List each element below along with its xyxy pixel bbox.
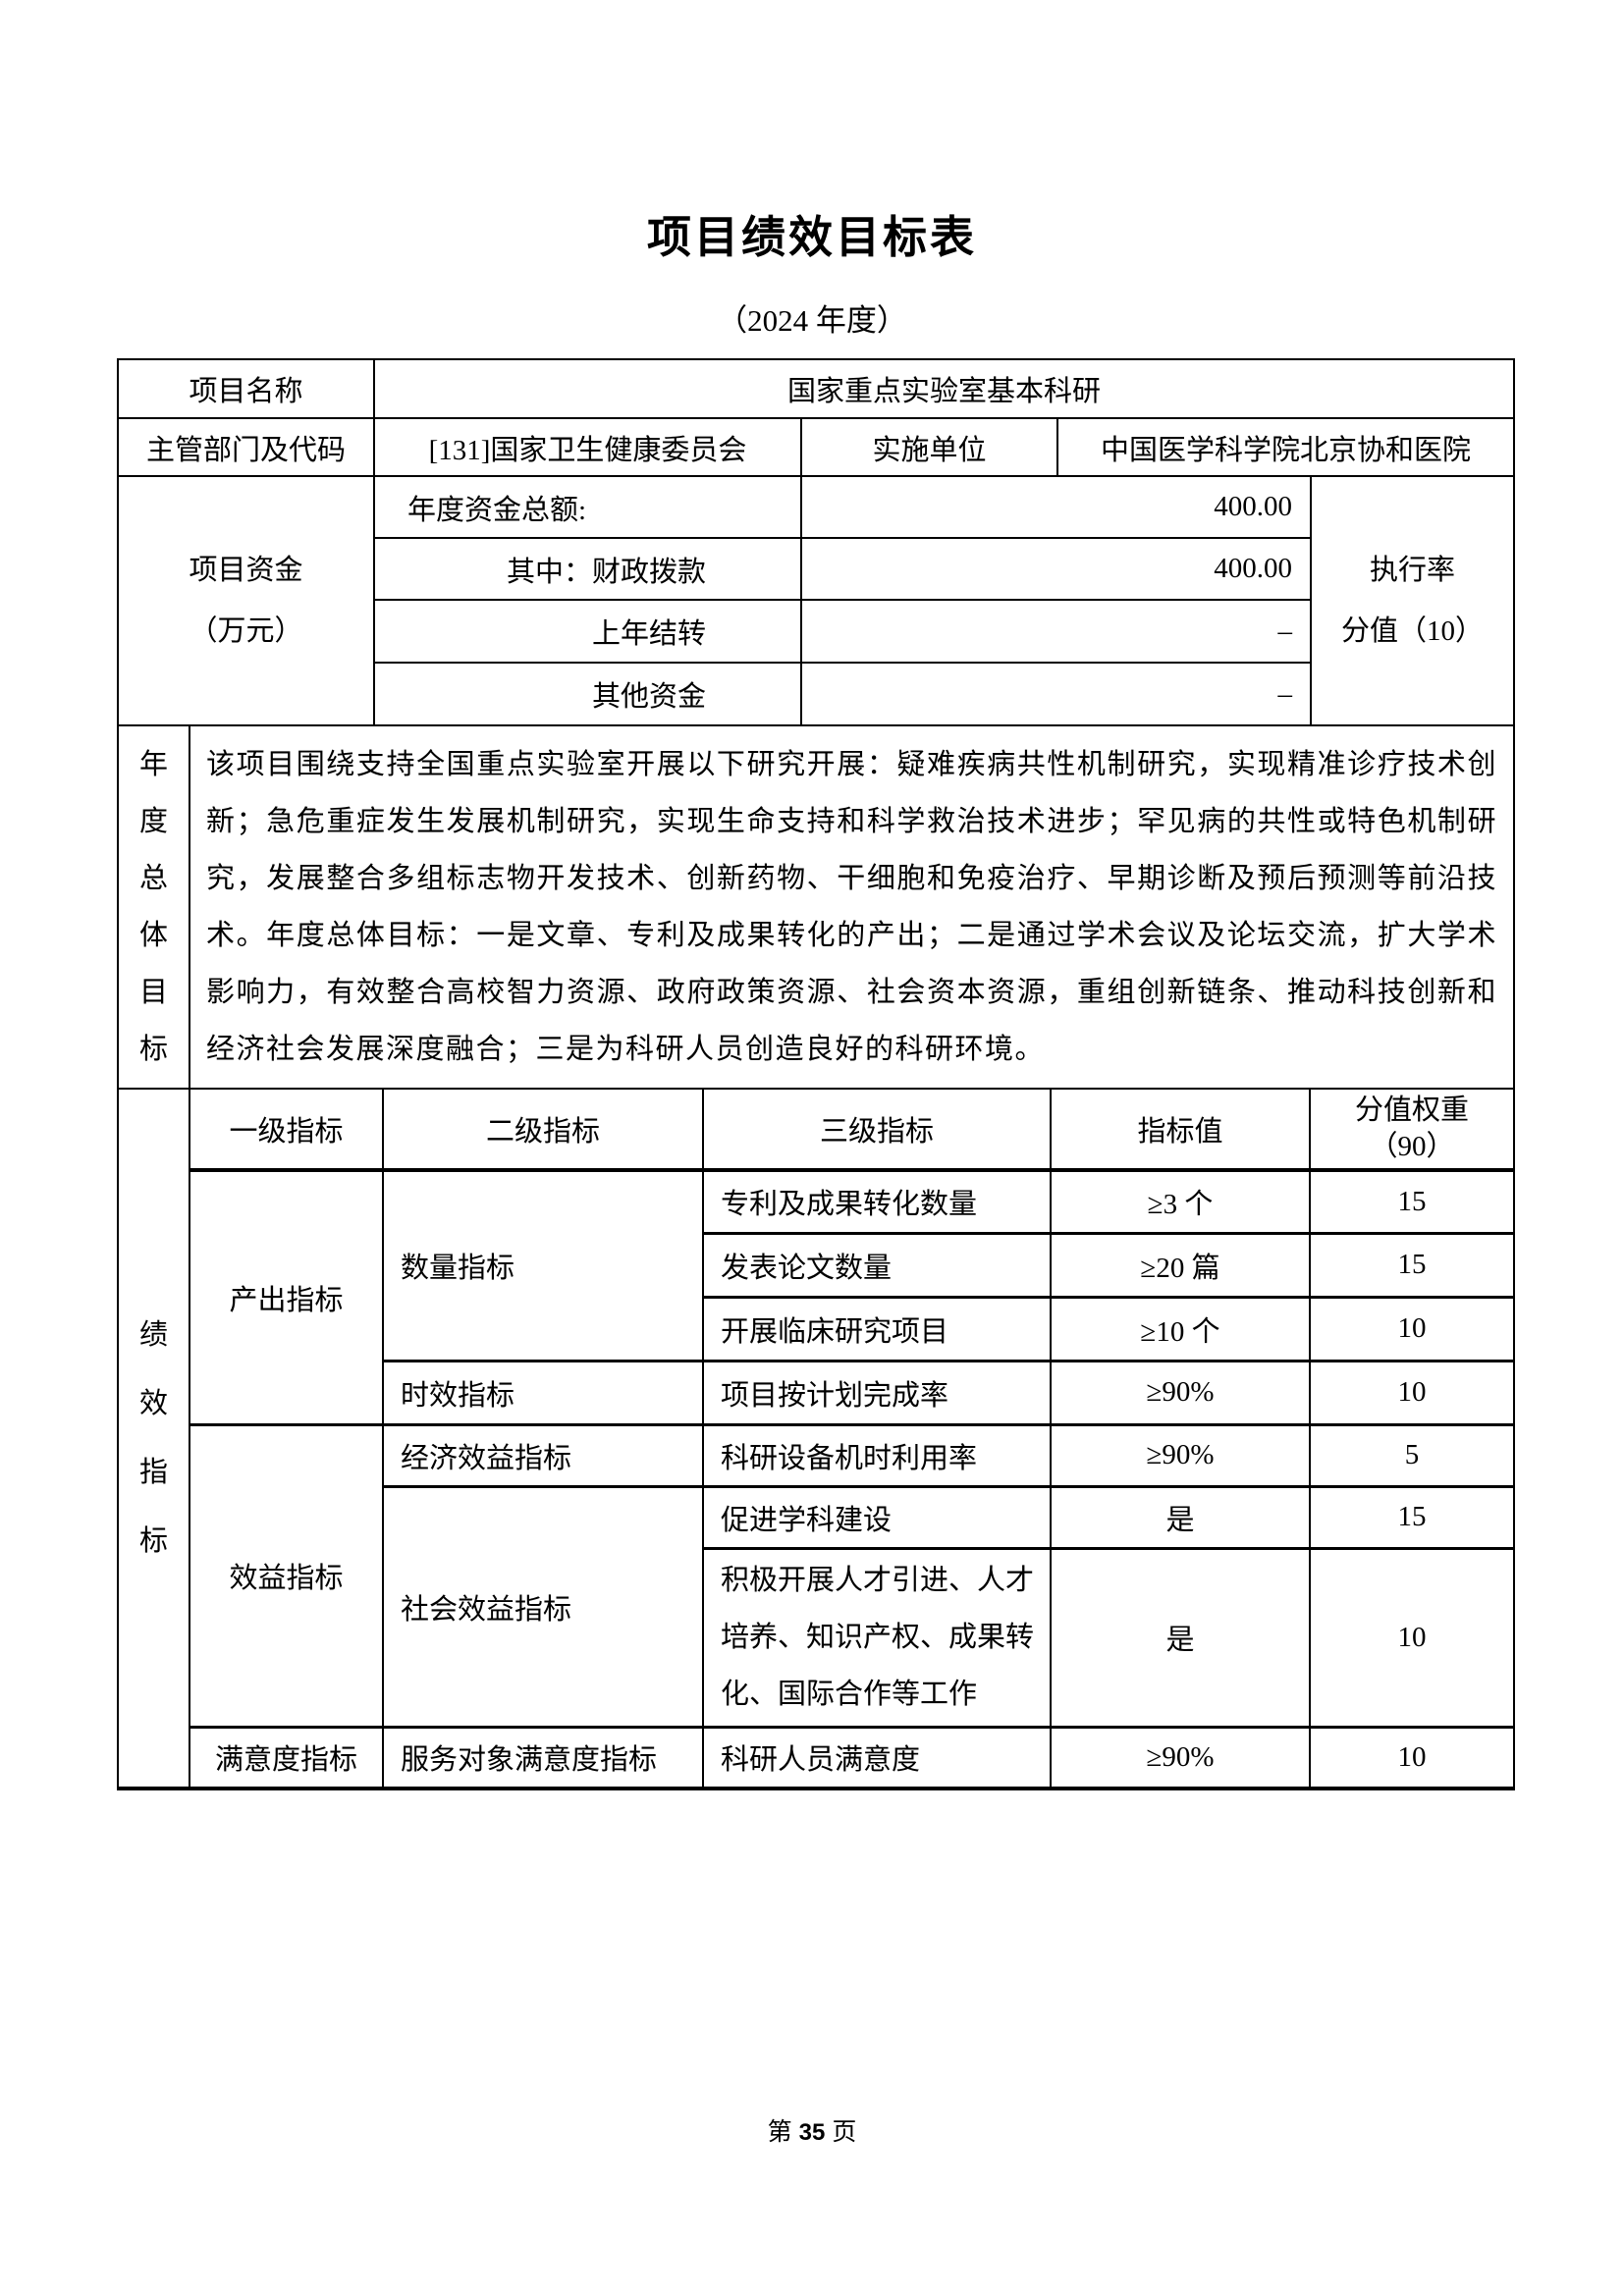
fund-appropriation-label: 其中：财政拨款 [373, 537, 802, 601]
indicator-value: ≥20 篇 [1050, 1231, 1311, 1299]
funds-label-line2: （万元） [189, 615, 303, 647]
department-value: [131]国家卫生健康委员会 [373, 417, 802, 477]
indicator-value: 是 [1050, 1484, 1311, 1550]
header-level3: 三级指标 [702, 1088, 1052, 1172]
indicator-row: 时效指标 项目按计划完成率 ≥90% 10 [118, 1359, 1515, 1426]
indicator-score: 15 [1309, 1168, 1515, 1235]
fund-appropriation-value: 400.00 [800, 537, 1312, 601]
fund-total-label: 年度资金总额: [373, 475, 802, 539]
indicator-name: 科研设备机时利用率 [702, 1422, 1052, 1488]
indicator-score: 15 [1309, 1231, 1515, 1299]
annual-goal-label-text: 年度总体目标 [138, 749, 168, 1065]
page-number: 35 [798, 2119, 826, 2146]
indicator-row: 积极开展人才引进、人才培养、知识产权、成果转化、国际合作等工作 是 10 [118, 1546, 1515, 1729]
indicator-row: 社会效益指标 促进学科建设 是 15 [118, 1484, 1515, 1729]
indicators-header-row: 绩效指标 一级指标 二级指标 三级指标 指标值 分值权重 （90） [117, 1088, 1515, 1790]
header-level1: 一级指标 [189, 1088, 384, 1172]
fund-other-label: 其他资金 [373, 662, 802, 726]
indicator-score: 10 [1309, 1359, 1515, 1426]
fund-carryover-value: – [800, 599, 1312, 664]
fund-row-appropriation: 其中：财政拨款 400.00 [118, 537, 1514, 601]
annual-goal-table: 年度总体目标 该项目围绕支持全国重点实验室开展以下研究开展：疑难疾病共性机制研究… [117, 724, 1515, 1090]
indicator-value: ≥90% [1050, 1725, 1311, 1790]
level2-quantity: 数量指标 [382, 1168, 704, 1362]
indicator-row: 效益指标 经济效益指标 科研设备机时利用率 ≥90% 5 [118, 1422, 1515, 1729]
fund-other-value: – [800, 662, 1312, 726]
fund-carryover-label: 上年结转 [373, 599, 802, 664]
header-score: 分值权重 （90） [1309, 1088, 1515, 1172]
annual-goal-row: 年度总体目标 该项目围绕支持全国重点实验室开展以下研究开展：疑难疾病共性机制研究… [117, 724, 1515, 1090]
level2-economic: 经济效益指标 [382, 1422, 704, 1488]
page-footer: 第 35 页 [0, 2112, 1624, 2148]
execution-rate-line2: 分值（10） [1341, 615, 1485, 647]
header-score-line2: （90） [1369, 1131, 1455, 1162]
funds-label: 项目资金 （万元） [117, 475, 375, 726]
indicator-name: 促进学科建设 [702, 1484, 1052, 1550]
page-subtitle: （2024 年度） [717, 303, 907, 338]
indicator-row: 产出指标 数量指标 专利及成果转化数量 ≥3 个 15 [118, 1168, 1515, 1426]
department-row: 主管部门及代码 [131]国家卫生健康委员会 实施单位 中国医学科学院北京协和医… [117, 417, 1516, 477]
indicator-value: ≥90% [1050, 1359, 1311, 1426]
execution-rate-line1: 执行率 [1370, 555, 1456, 586]
level1-benefit: 效益指标 [189, 1422, 384, 1729]
header-level2: 二级指标 [382, 1088, 704, 1172]
project-name-value: 国家重点实验室基本科研 [372, 358, 1516, 419]
indicator-value: 是 [1050, 1546, 1311, 1729]
indicator-score: 10 [1309, 1725, 1515, 1790]
level2-social: 社会效益指标 [382, 1484, 704, 1729]
indicators-section-label: 绩效指标 [117, 1088, 190, 1790]
indicators-table: 绩效指标 一级指标 二级指标 三级指标 指标值 分值权重 （90） 产出指标 数… [117, 1088, 1515, 1790]
project-name-label: 项目名称 [117, 358, 375, 419]
annual-goal-label: 年度总体目标 [117, 724, 190, 1090]
indicator-name: 发表论文数量 [702, 1231, 1052, 1299]
level1-satisfaction: 满意度指标 [189, 1725, 384, 1790]
fund-row-other: 其他资金 – [118, 662, 1514, 726]
footer-prefix: 第 [767, 2119, 792, 2146]
header-value: 指标值 [1050, 1088, 1311, 1172]
annual-goal-text: 该项目围绕支持全国重点实验室开展以下研究开展：疑难疾病共性机制研究，实现精准诊疗… [189, 724, 1515, 1090]
funds-label-line1: 项目资金 [189, 555, 303, 586]
header-score-line1: 分值权重 [1354, 1095, 1469, 1126]
level2-timeliness: 时效指标 [382, 1359, 704, 1426]
implement-unit-value: 中国医学科学院北京协和医院 [1056, 417, 1516, 477]
indicator-value: ≥10 个 [1050, 1295, 1311, 1362]
fund-total-value: 400.00 [800, 475, 1312, 539]
indicator-name: 积极开展人才引进、人才培养、知识产权、成果转化、国际合作等工作 [702, 1546, 1052, 1729]
execution-rate-label: 执行率 分值（10） [1309, 475, 1516, 726]
indicator-row: 发表论文数量 ≥20 篇 15 [118, 1231, 1515, 1299]
indicator-value: ≥3 个 [1050, 1168, 1311, 1235]
indicator-name: 项目按计划完成率 [702, 1359, 1052, 1426]
level2-satisfaction: 服务对象满意度指标 [382, 1725, 704, 1790]
indicator-score: 15 [1309, 1484, 1515, 1550]
performance-target-table: 项目名称 国家重点实验室基本科研 主管部门及代码 [131]国家卫生健康委员会 … [117, 358, 1516, 1790]
info-funds-table: 项目名称 国家重点实验室基本科研 主管部门及代码 [131]国家卫生健康委员会 … [117, 358, 1516, 726]
level1-output: 产出指标 [189, 1168, 384, 1426]
indicator-score: 10 [1309, 1295, 1515, 1362]
indicator-row: 开展临床研究项目 ≥10 个 10 [118, 1295, 1515, 1362]
indicator-name: 科研人员满意度 [702, 1725, 1052, 1790]
fund-row-total: 项目资金 （万元） 年度资金总额: 400.00 执行率 分值（10） [117, 475, 1516, 726]
indicator-row: 满意度指标 服务对象满意度指标 科研人员满意度 ≥90% 10 [118, 1725, 1515, 1790]
page-title: 项目绩效目标表 [646, 213, 977, 262]
department-label: 主管部门及代码 [117, 417, 375, 477]
indicator-score: 5 [1309, 1422, 1515, 1488]
indicator-name: 专利及成果转化数量 [702, 1168, 1052, 1235]
footer-suffix: 页 [832, 2119, 857, 2146]
implement-unit-label: 实施单位 [800, 417, 1058, 477]
indicator-score: 10 [1309, 1546, 1515, 1729]
indicator-name: 开展临床研究项目 [702, 1295, 1052, 1362]
fund-row-carryover: 上年结转 – [118, 599, 1514, 664]
indicator-value: ≥90% [1050, 1422, 1311, 1488]
indicators-section-label-text: 绩效指标 [138, 1319, 168, 1557]
project-name-row: 项目名称 国家重点实验室基本科研 [117, 358, 1516, 419]
